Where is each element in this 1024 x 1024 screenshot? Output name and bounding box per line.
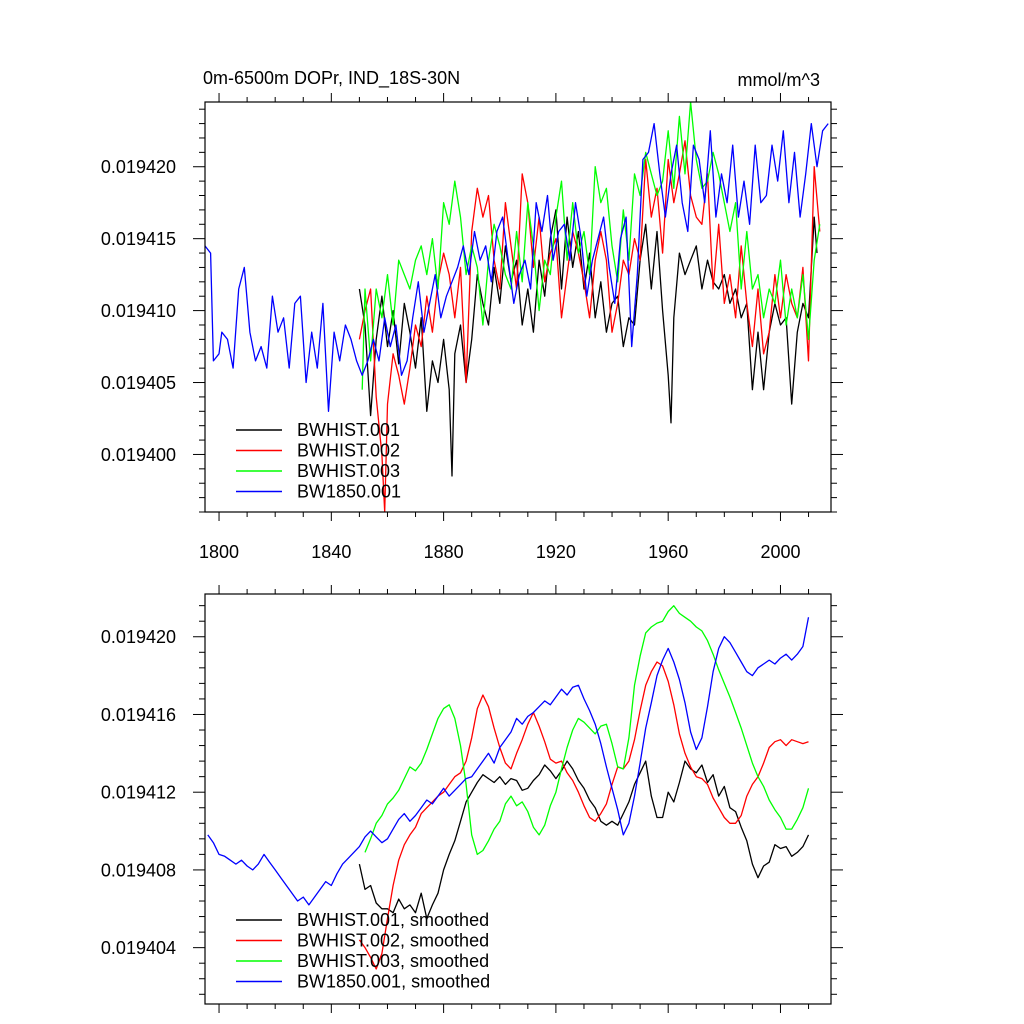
- legend-label: BWHIST.001, smoothed: [297, 910, 489, 930]
- series-line-bw1850-001-smoothed: [207, 617, 810, 906]
- y-tick-label: 0.019420: [101, 157, 176, 177]
- plot-frame: [204, 101, 832, 513]
- units-label: mmol/m^3: [738, 70, 820, 90]
- y-tick-label: 0.019408: [101, 860, 176, 880]
- legend-label: BWHIST.002, smoothed: [297, 931, 489, 951]
- series-line-bwhist-003: [361, 102, 821, 390]
- y-tick-label: 0.019404: [101, 938, 176, 958]
- y-tick-label: 0.019420: [101, 627, 176, 647]
- axis-layer: 0.019404 0.019408 0.019412 0.019416 0.019420: [101, 585, 843, 1013]
- series-layer: [207, 605, 810, 970]
- series-line-bwhist-001-smoothed: [358, 760, 810, 920]
- y-tick-label: 0.019412: [101, 783, 176, 803]
- series-line-bwhist-003-smoothed: [364, 605, 810, 856]
- legend-label: BW1850.001, smoothed: [297, 972, 490, 992]
- x-tick-label: 1800: [199, 542, 239, 562]
- series-line-bwhist-001: [358, 209, 818, 477]
- x-tick-label: 1840: [311, 542, 351, 562]
- y-tick-label: 0.019415: [101, 229, 176, 249]
- legend-label: BWHIST.002: [297, 441, 400, 461]
- series-layer: [205, 102, 829, 512]
- series-line-bw1850-001: [205, 122, 829, 412]
- y-tick-label: 0.019400: [101, 445, 176, 465]
- y-tick-label: 0.019410: [101, 301, 176, 321]
- panel-bottom: 0.019404 0.019408 0.019412 0.019416 0.019420…: [101, 585, 843, 1013]
- plot-frame: [204, 593, 832, 1005]
- panel-title: 0m-6500m DOPr, IND_18S-30N: [203, 68, 460, 89]
- x-tick-label: 2000: [760, 542, 800, 562]
- y-tick-label: 0.019405: [101, 373, 176, 393]
- x-tick-label: 1920: [536, 542, 576, 562]
- y-tick-label: 0.019416: [101, 705, 176, 725]
- legend-label: BWHIST.003, smoothed: [297, 951, 489, 971]
- panel-top: 0m-6500m DOPr, IND_18S-30N mmol/m^3 1800…: [101, 68, 843, 562]
- x-tick-label: 1960: [648, 542, 688, 562]
- legend-label: BWHIST.001: [297, 420, 400, 440]
- x-tick-label: 1880: [424, 542, 464, 562]
- legend-label: BW1850.001: [297, 482, 401, 502]
- axis-layer: 1800 1840 1880 1920 1960 2000 0.019400 0.019405…: [101, 93, 843, 562]
- legend-label: BWHIST.003: [297, 461, 400, 481]
- series-line-bwhist-002: [358, 140, 821, 512]
- series-line-bwhist-002-smoothed: [358, 661, 809, 970]
